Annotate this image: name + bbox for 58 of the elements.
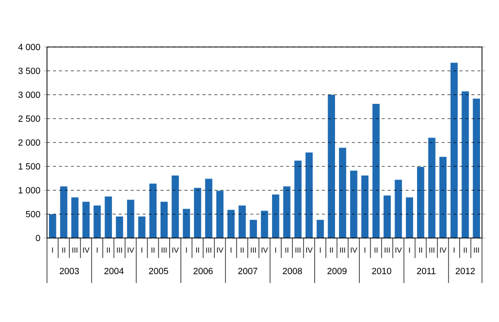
bar	[205, 178, 212, 238]
bar	[149, 184, 157, 238]
text: 2011	[417, 268, 436, 274]
y-tick-label: 1 500	[18, 163, 40, 170]
bar	[283, 186, 290, 238]
bar	[450, 62, 458, 238]
bar	[372, 104, 380, 238]
bar	[428, 138, 436, 238]
bar	[338, 148, 346, 238]
bar	[104, 196, 112, 238]
text: 2008	[282, 268, 302, 274]
text: 2003	[60, 268, 79, 274]
bar	[406, 197, 414, 238]
text: 2009	[327, 268, 347, 274]
bar	[182, 208, 190, 238]
bar	[260, 210, 268, 238]
y-tick-label: 2 500	[18, 115, 40, 122]
bar	[316, 220, 324, 238]
text: 2012	[456, 268, 475, 274]
bar	[160, 202, 168, 238]
bar	[82, 202, 90, 238]
y-tick-label: 0	[36, 234, 40, 242]
y-tick-label: 4 000	[18, 44, 40, 50]
bar	[439, 156, 447, 238]
bar	[194, 188, 202, 238]
text: 2007	[238, 268, 258, 274]
bar	[94, 206, 101, 238]
text: 2010	[372, 268, 392, 274]
bar	[328, 94, 336, 238]
bar	[462, 91, 469, 238]
bar	[294, 160, 302, 238]
bar	[238, 206, 246, 238]
bar	[127, 200, 134, 238]
bar	[350, 170, 358, 238]
bar	[394, 180, 402, 238]
y-tick-label: 2 000	[18, 139, 40, 146]
y-tick-label: 3 000	[18, 92, 40, 98]
bar	[71, 197, 78, 238]
bar	[472, 98, 480, 238]
y-tick-label: 500	[26, 210, 40, 218]
bar	[216, 190, 224, 238]
bar	[306, 152, 313, 238]
bar	[48, 214, 56, 238]
y-tick-label: 3 500	[18, 68, 40, 74]
bar	[116, 216, 124, 238]
bar	[250, 220, 257, 238]
bar	[60, 186, 68, 238]
bar	[172, 175, 179, 238]
text: 2006	[194, 268, 213, 274]
bar	[138, 216, 146, 238]
bar	[227, 210, 235, 238]
bar	[417, 166, 424, 238]
text: 2005	[149, 268, 168, 274]
bar	[272, 194, 280, 238]
bar	[361, 175, 368, 238]
text: 2004	[104, 268, 124, 274]
bar	[384, 196, 391, 238]
y-tick-label: 1 000	[18, 187, 40, 194]
